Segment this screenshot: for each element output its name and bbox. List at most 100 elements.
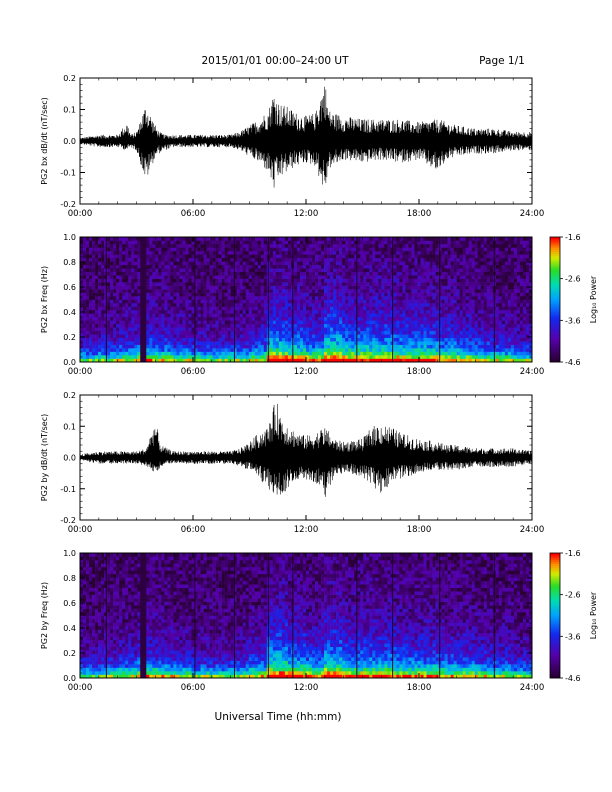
heatmap-cell [146, 330, 150, 335]
heatmap-cell [83, 292, 87, 297]
heatmap-cell [363, 358, 367, 363]
heatmap-cell [149, 285, 153, 290]
heatmap-cell [429, 337, 433, 342]
heatmap-cell [239, 306, 244, 311]
heatmap-cell [197, 330, 201, 335]
heatmap-cell [426, 271, 430, 276]
heatmap-cell [309, 323, 313, 328]
heatmap-cell [483, 285, 488, 290]
heatmap-cell [248, 316, 253, 321]
heatmap-cell [206, 240, 210, 245]
heatmap-cell [200, 275, 204, 279]
heatmap-cell [104, 330, 108, 335]
heatmap-cell [399, 334, 403, 338]
heatmap-cell [152, 240, 156, 245]
heatmap-cell [306, 320, 310, 325]
heatmap-cell [462, 285, 466, 290]
heatmap-cell [423, 309, 427, 314]
heatmap-cell [312, 275, 316, 279]
heatmap-cell [245, 302, 250, 307]
heatmap-cell [215, 237, 219, 241]
heatmap-cell [158, 323, 162, 328]
heatmap-cell [182, 285, 186, 290]
heatmap-cell [471, 309, 476, 314]
heatmap-cell [477, 292, 482, 297]
heatmap-cell [435, 282, 439, 286]
heatmap-cell [83, 240, 87, 245]
heatmap-cell [275, 278, 280, 283]
heatmap-cell [191, 254, 195, 259]
heatmap-cell [230, 320, 234, 325]
heatmap-cell [339, 337, 343, 342]
heatmap-cell [287, 334, 292, 338]
heatmap-cell [242, 330, 247, 335]
heatmap-cell [357, 289, 361, 293]
heatmap-cell [182, 275, 186, 279]
heatmap-cell [185, 247, 189, 252]
heatmap-cell [324, 355, 328, 359]
heatmap-cell [209, 316, 213, 321]
heatmap-cell [80, 327, 84, 332]
heatmap-cell [149, 327, 153, 332]
heatmap-cell [306, 348, 310, 352]
heatmap-cell [296, 355, 301, 359]
heatmap-cell [339, 289, 343, 293]
heatmap-cell [312, 278, 316, 283]
heatmap-cell [302, 337, 307, 342]
heatmap-cell [272, 334, 277, 338]
heatmap-cell [218, 237, 222, 241]
heatmap-cell [260, 351, 265, 356]
heatmap-cell [465, 268, 470, 273]
heatmap-cell [227, 289, 231, 293]
heatmap-cell [173, 289, 177, 293]
heatmap-cell [224, 240, 228, 245]
heatmap-cell [453, 313, 457, 318]
heatmap-cell [384, 302, 388, 307]
heatmap-cell [384, 327, 388, 332]
heatmap-cell [248, 337, 253, 342]
heatmap-cell [327, 271, 331, 276]
heatmap-cell [206, 358, 210, 363]
heatmap-cell [345, 275, 349, 279]
heatmap-cell [269, 299, 274, 304]
heatmap-cell [263, 271, 268, 276]
heatmap-cell [414, 268, 418, 273]
heatmap-cell [327, 268, 331, 273]
heatmap-cell [167, 313, 171, 318]
heatmap-cell [200, 278, 204, 283]
heatmap-cell [360, 278, 364, 283]
heatmap-cell [287, 289, 292, 293]
heatmap-cell [248, 334, 253, 338]
heatmap-cell [360, 337, 364, 342]
heatmap-cell [152, 278, 156, 283]
heatmap-cell [438, 282, 442, 286]
heatmap-cell [227, 257, 231, 262]
heatmap-cell [450, 264, 454, 269]
heatmap-cell [245, 264, 250, 269]
heatmap-cell [224, 292, 228, 297]
heatmap-cell [468, 327, 473, 332]
heatmap-cell [423, 348, 427, 352]
heatmap-cell [417, 302, 421, 307]
heatmap-cell [170, 264, 174, 269]
heatmap-cell [179, 271, 183, 276]
heatmap-cell [119, 344, 123, 349]
heatmap-cell [83, 313, 87, 318]
heatmap-cell [287, 254, 292, 259]
heatmap-cell [345, 264, 349, 269]
heatmap-cell [98, 271, 102, 276]
heatmap-cell [125, 334, 129, 338]
heatmap-cell [324, 296, 328, 300]
heatmap-cell [363, 285, 367, 290]
heatmap-cell [188, 344, 192, 349]
heatmap-cell [125, 271, 129, 276]
heatmap-cell [396, 261, 400, 266]
heatmap-cell [230, 327, 234, 332]
heatmap-cell [101, 271, 105, 276]
heatmap-cell [89, 275, 93, 279]
heatmap-cell [360, 289, 364, 293]
heatmap-cell [113, 268, 117, 273]
heatmap-cell [330, 257, 334, 262]
heatmap-cell [254, 292, 259, 297]
heatmap-cell [447, 268, 451, 273]
